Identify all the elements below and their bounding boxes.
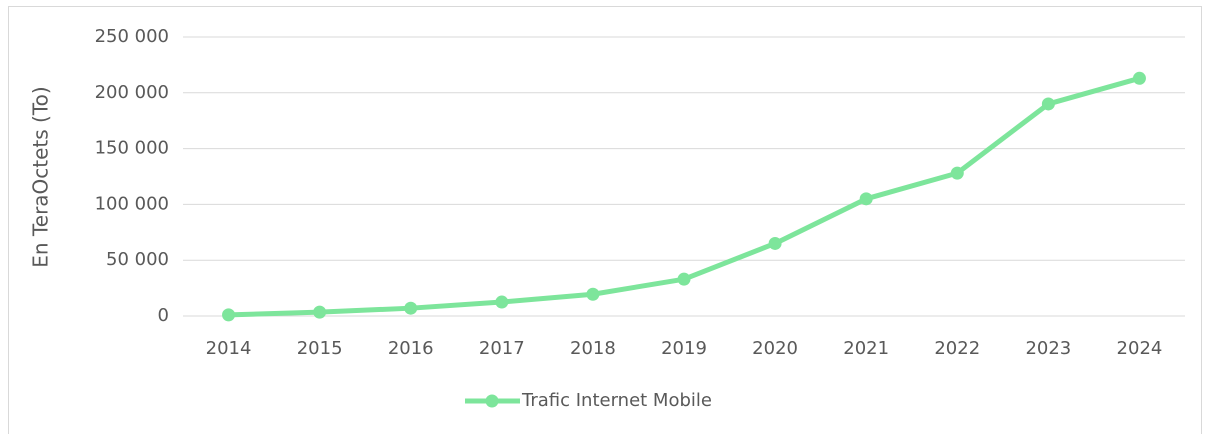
x-tick-label: 2016 — [388, 338, 434, 359]
x-tick-label: 2022 — [934, 338, 980, 359]
legend-marker — [485, 394, 499, 408]
marker — [222, 308, 236, 322]
marker — [1041, 97, 1055, 111]
marker — [404, 301, 418, 315]
y-tick-label: 0 — [158, 305, 169, 326]
x-tick-label: 2019 — [661, 338, 707, 359]
marker — [859, 192, 873, 206]
marker — [586, 287, 600, 301]
marker — [495, 295, 509, 309]
x-tick-label: 2015 — [297, 338, 343, 359]
legend-label: Trafic Internet Mobile — [521, 390, 712, 411]
x-tick-label: 2018 — [570, 338, 616, 359]
chart-border — [8, 6, 1202, 438]
y-axis-title: En TeraOctets (To) — [29, 86, 53, 267]
x-tick-label: 2014 — [206, 338, 252, 359]
marker — [950, 166, 964, 180]
marker — [768, 236, 782, 250]
marker — [1132, 71, 1146, 85]
x-tick-label: 2024 — [1117, 338, 1163, 359]
y-tick-label: 50 000 — [106, 249, 169, 270]
y-tick-label: 150 000 — [95, 138, 169, 159]
x-tick-label: 2017 — [479, 338, 525, 359]
marker — [313, 305, 327, 319]
y-tick-label: 100 000 — [95, 193, 169, 214]
y-tick-label: 200 000 — [95, 82, 169, 103]
x-tick-label: 2021 — [843, 338, 889, 359]
x-tick-label: 2020 — [752, 338, 798, 359]
marker — [677, 272, 691, 286]
x-tick-label: 2023 — [1025, 338, 1071, 359]
y-tick-label: 250 000 — [95, 26, 169, 47]
